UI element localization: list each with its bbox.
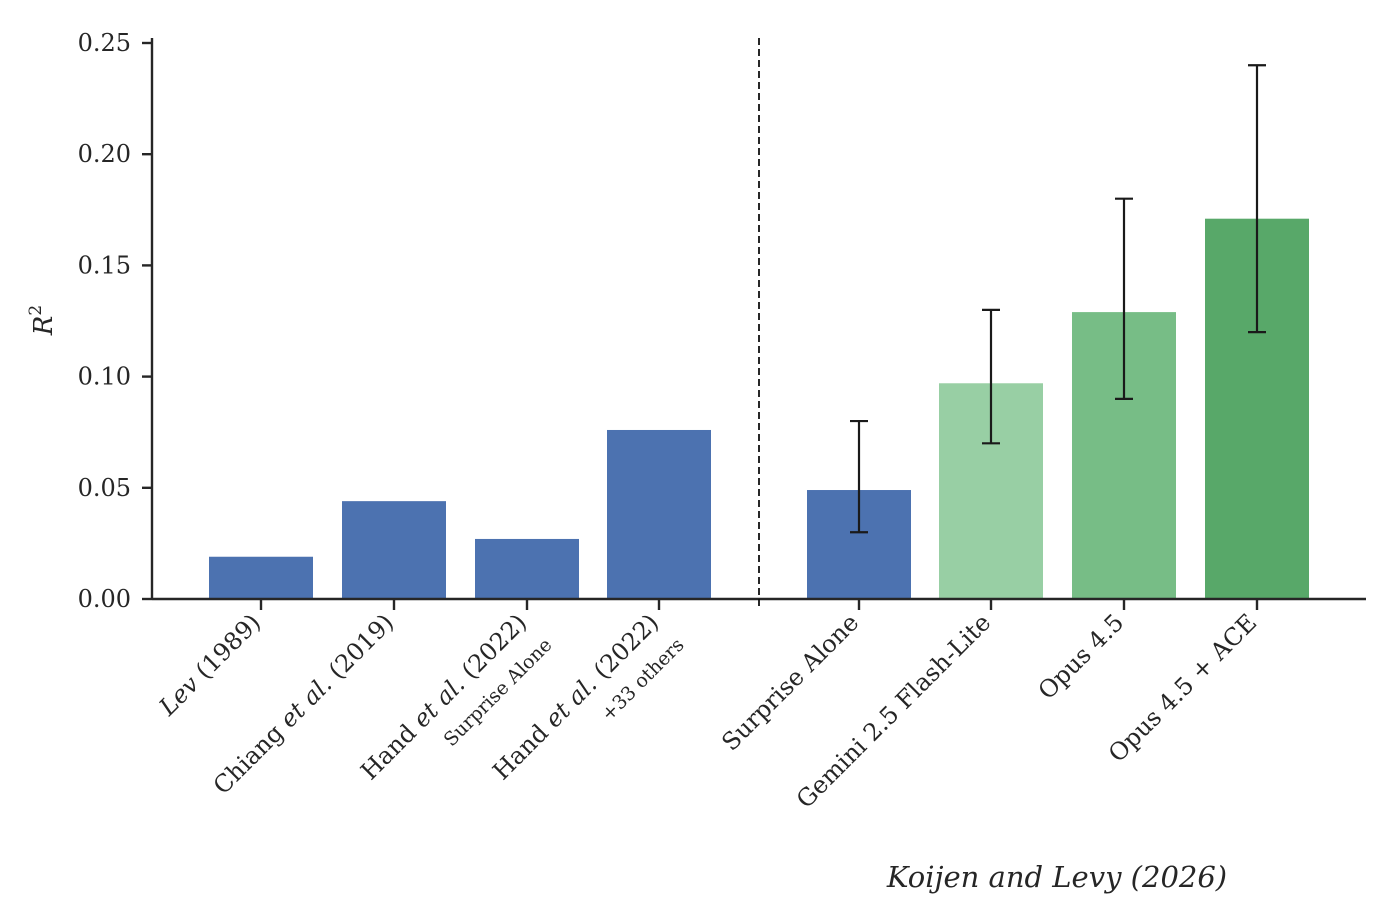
y-tick-label: 0.05	[78, 474, 131, 502]
y-tick-label: 0.10	[78, 363, 131, 391]
x-tick-label: Opus 4.5	[1033, 608, 1130, 705]
y-tick-label: 0.20	[78, 140, 131, 168]
y-axis-label: R2	[26, 305, 59, 336]
x-tick-label-part: Hand	[487, 713, 559, 785]
x-tick-label: Opus 4.5 + ACE	[1103, 608, 1262, 767]
error-bars-layer	[850, 64, 1266, 534]
x-tick-label: Surprise Alone	[716, 608, 864, 756]
bar	[209, 556, 313, 599]
y-axis-label-base: R	[29, 316, 59, 337]
y-tick-label: 0.15	[78, 251, 131, 279]
x-tick-label-part: Hand	[355, 713, 427, 785]
x-tick-label: Lev (1989)	[153, 608, 266, 721]
x-ticks-layer: Lev (1989)Chiang et al. (2019)Hand et al…	[153, 599, 1262, 814]
x-tick-label-part: Chiang	[208, 713, 294, 799]
bar	[342, 501, 446, 599]
y-axis-label-superscript: 2	[26, 305, 46, 316]
y-ticks-layer: 0.00 0.05 0.10 0.15 0.20 0.25	[78, 29, 152, 613]
bar	[475, 538, 579, 599]
footer-note: Koijen and Levy (2026)	[886, 860, 1227, 894]
x-tick-label-part: (2019)	[318, 608, 400, 690]
y-tick-label: 0.25	[78, 29, 131, 57]
x-tick-label-part: Opus 4.5	[1033, 608, 1130, 705]
bar	[607, 429, 711, 599]
y-tick-label: 0.00	[78, 585, 131, 613]
x-tick-label-part: (1989)	[185, 608, 267, 690]
bars-layer	[209, 218, 1309, 600]
x-tick-label-part: Opus 4.5 + ACE	[1103, 608, 1262, 767]
x-tick-label-part: Surprise Alone	[716, 608, 864, 756]
